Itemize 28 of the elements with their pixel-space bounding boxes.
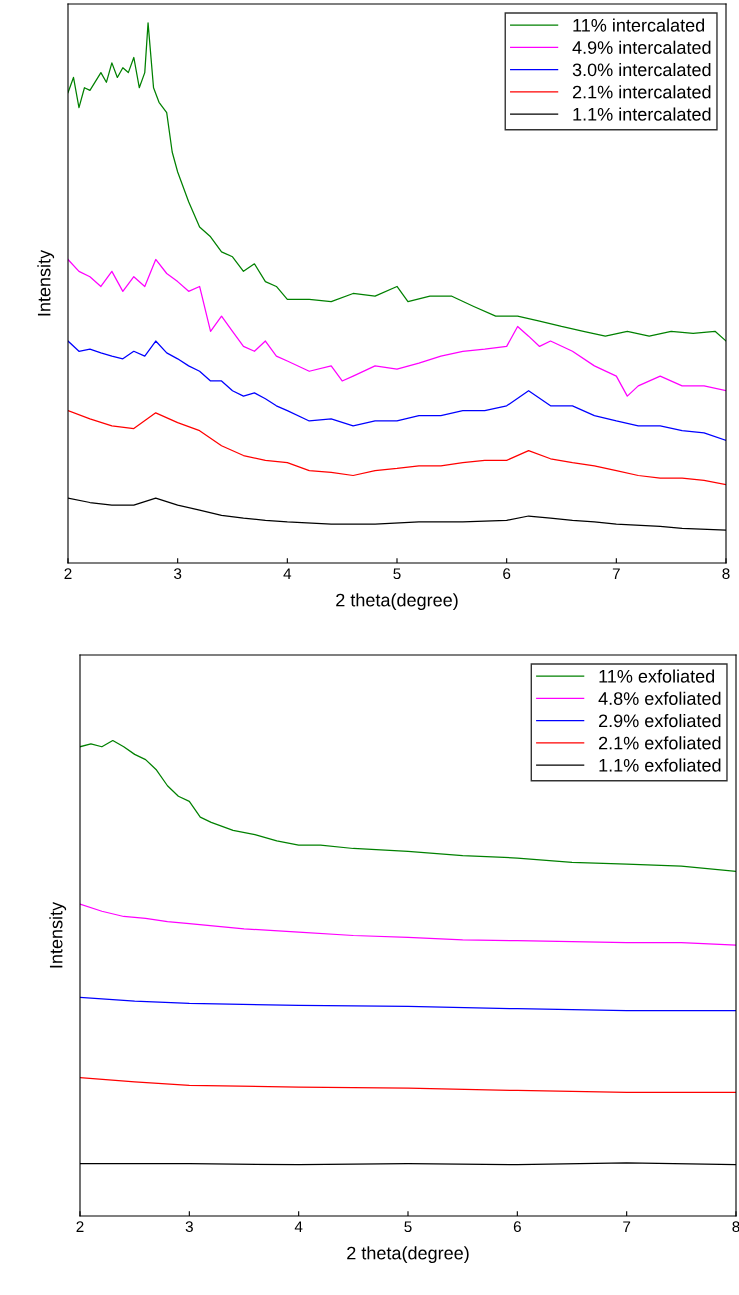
legend-label: 1.1% intercalated — [573, 107, 711, 121]
x-tick-label: 3 — [185, 1221, 193, 1233]
x-tick-label: 5 — [404, 1221, 412, 1233]
x-axis-title: 2 theta(degree) — [336, 593, 458, 611]
x-tick-label: 2 — [76, 1221, 84, 1232]
legend-label: 2.9% exfoliated — [599, 713, 721, 728]
legend-label: 2.1% exfoliated — [599, 736, 721, 750]
legend-label: 2.1% intercalated — [572, 85, 711, 99]
legend-label: 11% exfoliated — [599, 669, 715, 683]
legend-label: 3.0% intercalated — [572, 62, 711, 77]
x-tick-label: 7 — [612, 568, 620, 579]
legend-label: 1.1% exfoliated — [599, 758, 721, 772]
x-tick-label: 4 — [283, 568, 292, 579]
x-tick-label: 8 — [732, 1221, 739, 1233]
x-tick-label: 8 — [722, 568, 730, 580]
legend-label: 11% intercalated — [573, 18, 705, 32]
x-axis-title: 2 theta(degree) — [347, 1246, 469, 1264]
y-axis-title: Intensity — [49, 901, 67, 968]
x-tick-label: 5 — [393, 568, 401, 580]
x-tick-label: 4 — [294, 1221, 303, 1232]
y-axis-title: Intensity — [37, 249, 55, 316]
x-tick-label: 3 — [174, 568, 182, 580]
x-tick-label: 6 — [503, 568, 511, 580]
legend-label: 4.8% exfoliated — [598, 691, 721, 705]
x-tick-label: 6 — [513, 1221, 521, 1233]
x-tick-label: 2 — [64, 568, 72, 579]
legend-label: 4.9% intercalated — [572, 40, 711, 54]
x-tick-label: 7 — [623, 1221, 631, 1232]
